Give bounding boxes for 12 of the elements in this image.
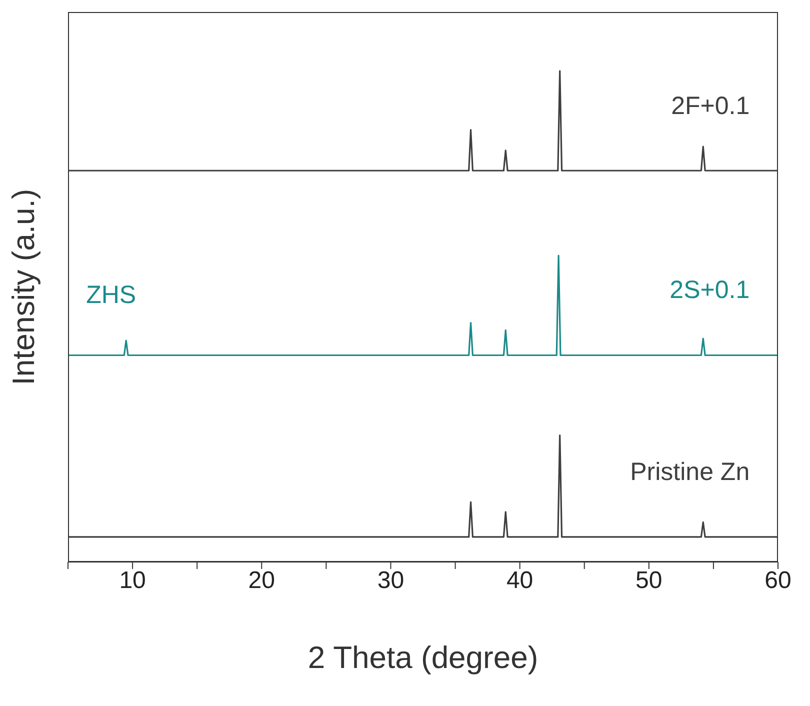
- series-label: 2F+0.1: [671, 92, 750, 120]
- x-tick-label: 30: [377, 567, 404, 594]
- text: Pristine Zn: [630, 458, 750, 487]
- annotation: ZHS: [86, 280, 136, 310]
- x-tick-label: 50: [636, 567, 662, 594]
- x-axis-title: 2 Theta (degree): [306, 640, 540, 676]
- y-axis-title: Intensity (a.u.): [6, 188, 42, 388]
- x-tick-label: 20: [248, 567, 275, 594]
- series-label: 2S+0.1: [670, 276, 750, 306]
- x-tick-label: 10: [119, 567, 146, 594]
- x-tick-label: 60: [764, 567, 792, 594]
- x-tick-label: 40: [506, 567, 534, 594]
